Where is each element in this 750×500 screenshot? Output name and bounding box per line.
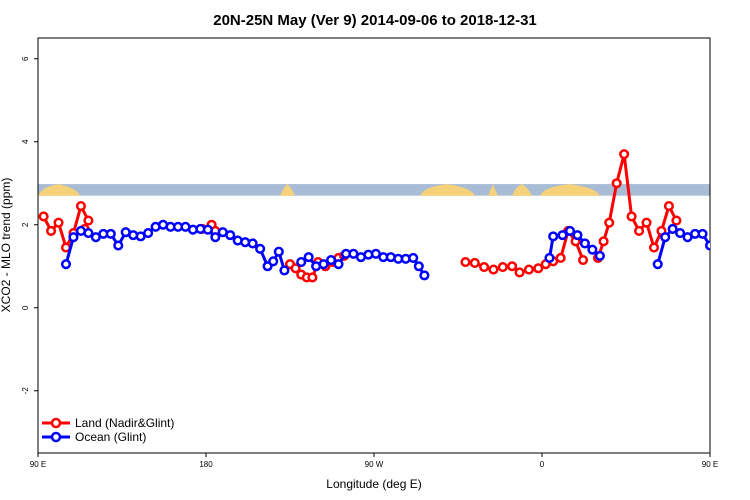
data-point xyxy=(210,232,221,243)
y-axis-label: XCO2 - MLO trend (ppm) xyxy=(0,178,13,313)
data-point xyxy=(533,263,544,274)
x-tick-label: 90 E xyxy=(30,460,46,469)
series-layer xyxy=(38,149,710,283)
data-point xyxy=(255,243,266,254)
map-strip-land-shape xyxy=(488,184,498,196)
data-point xyxy=(68,232,79,243)
data-point xyxy=(60,259,72,270)
data-point xyxy=(290,263,301,274)
data-point xyxy=(53,217,64,228)
x-tick-label: 180 xyxy=(199,460,213,469)
data-point xyxy=(46,225,57,237)
x-axis: 90 E 180 90 W 0 90 E xyxy=(30,453,718,469)
data-point xyxy=(578,254,589,266)
data-point xyxy=(202,224,213,235)
data-point xyxy=(704,240,710,251)
data-point xyxy=(579,238,590,249)
data-point xyxy=(598,236,609,247)
data-point xyxy=(619,149,630,160)
data-point xyxy=(514,267,525,278)
data-point xyxy=(572,230,583,241)
data-point xyxy=(296,257,307,268)
legend-ocean-marker xyxy=(50,431,62,443)
data-point xyxy=(303,252,314,263)
data-point xyxy=(279,265,290,276)
data-point xyxy=(648,242,660,253)
map-strip-land-shape xyxy=(540,184,600,196)
data-point xyxy=(75,201,86,212)
data-point xyxy=(611,178,622,189)
data-point xyxy=(557,230,568,241)
data-point xyxy=(555,252,566,264)
data-point xyxy=(83,228,94,239)
x-axis-label: Longitude (deg E) xyxy=(326,477,421,491)
data-point xyxy=(38,211,49,222)
data-point xyxy=(675,228,686,239)
data-point xyxy=(604,217,615,228)
data-point xyxy=(105,228,116,239)
data-point xyxy=(247,238,258,249)
x-tick-label: 90 W xyxy=(365,460,384,469)
data-point xyxy=(333,259,344,270)
chart-title: 20N-25N May (Ver 9) 2014-09-06 to 2018-1… xyxy=(213,12,537,29)
data-point xyxy=(634,225,645,237)
data-point xyxy=(268,256,279,267)
data-point xyxy=(273,246,284,257)
plot-frame xyxy=(37,37,711,454)
y-tick-label: 6 xyxy=(21,56,30,61)
data-point xyxy=(548,231,559,242)
y-axis: -2 0 2 4 6 xyxy=(21,56,38,394)
y-tick-label: 0 xyxy=(21,305,30,310)
map-strip-land-shape xyxy=(38,184,80,196)
y-tick-label: 4 xyxy=(21,139,30,144)
data-point xyxy=(307,272,318,283)
data-point xyxy=(663,201,674,212)
legend-ocean-label: Ocean (Glint) xyxy=(75,430,146,444)
data-point xyxy=(419,270,430,281)
data-point xyxy=(460,257,471,268)
legend-land-marker xyxy=(50,417,62,429)
data-point xyxy=(413,261,424,272)
data-point xyxy=(326,254,337,266)
data-point xyxy=(564,225,576,237)
legend: Land (Nadir&Glint) Ocean (Glint) xyxy=(42,416,174,444)
data-point xyxy=(626,211,637,222)
data-point xyxy=(143,228,154,239)
map-strip-land-shape xyxy=(280,184,295,196)
data-point xyxy=(83,215,94,226)
data-point xyxy=(225,230,236,241)
data-point xyxy=(488,264,499,275)
x-tick-label: 0 xyxy=(540,460,545,469)
data-point xyxy=(544,252,555,264)
data-point xyxy=(408,252,419,264)
series-ocean xyxy=(60,219,710,281)
map-strip xyxy=(38,184,710,196)
legend-land-label: Land (Nadir&Glint) xyxy=(75,416,174,430)
map-strip-land xyxy=(38,184,600,196)
data-point xyxy=(667,223,678,234)
map-strip-land-shape xyxy=(512,184,532,196)
x-tick-label: 90 E xyxy=(702,460,718,469)
y-tick-label: -2 xyxy=(21,387,30,395)
data-point xyxy=(641,217,652,228)
map-strip-ocean xyxy=(38,184,710,196)
data-point xyxy=(497,262,508,273)
data-point xyxy=(318,259,329,270)
data-point xyxy=(479,262,490,273)
data-point xyxy=(523,264,534,275)
data-point xyxy=(697,228,708,239)
data-point xyxy=(671,215,682,226)
y-tick-label: 2 xyxy=(21,222,30,227)
data-point xyxy=(594,250,605,261)
data-point xyxy=(469,257,480,268)
data-point xyxy=(113,240,124,251)
data-point xyxy=(587,244,598,255)
map-strip-land-shape xyxy=(420,184,475,196)
data-point xyxy=(660,232,671,243)
data-point xyxy=(652,259,663,270)
data-point xyxy=(507,261,518,272)
